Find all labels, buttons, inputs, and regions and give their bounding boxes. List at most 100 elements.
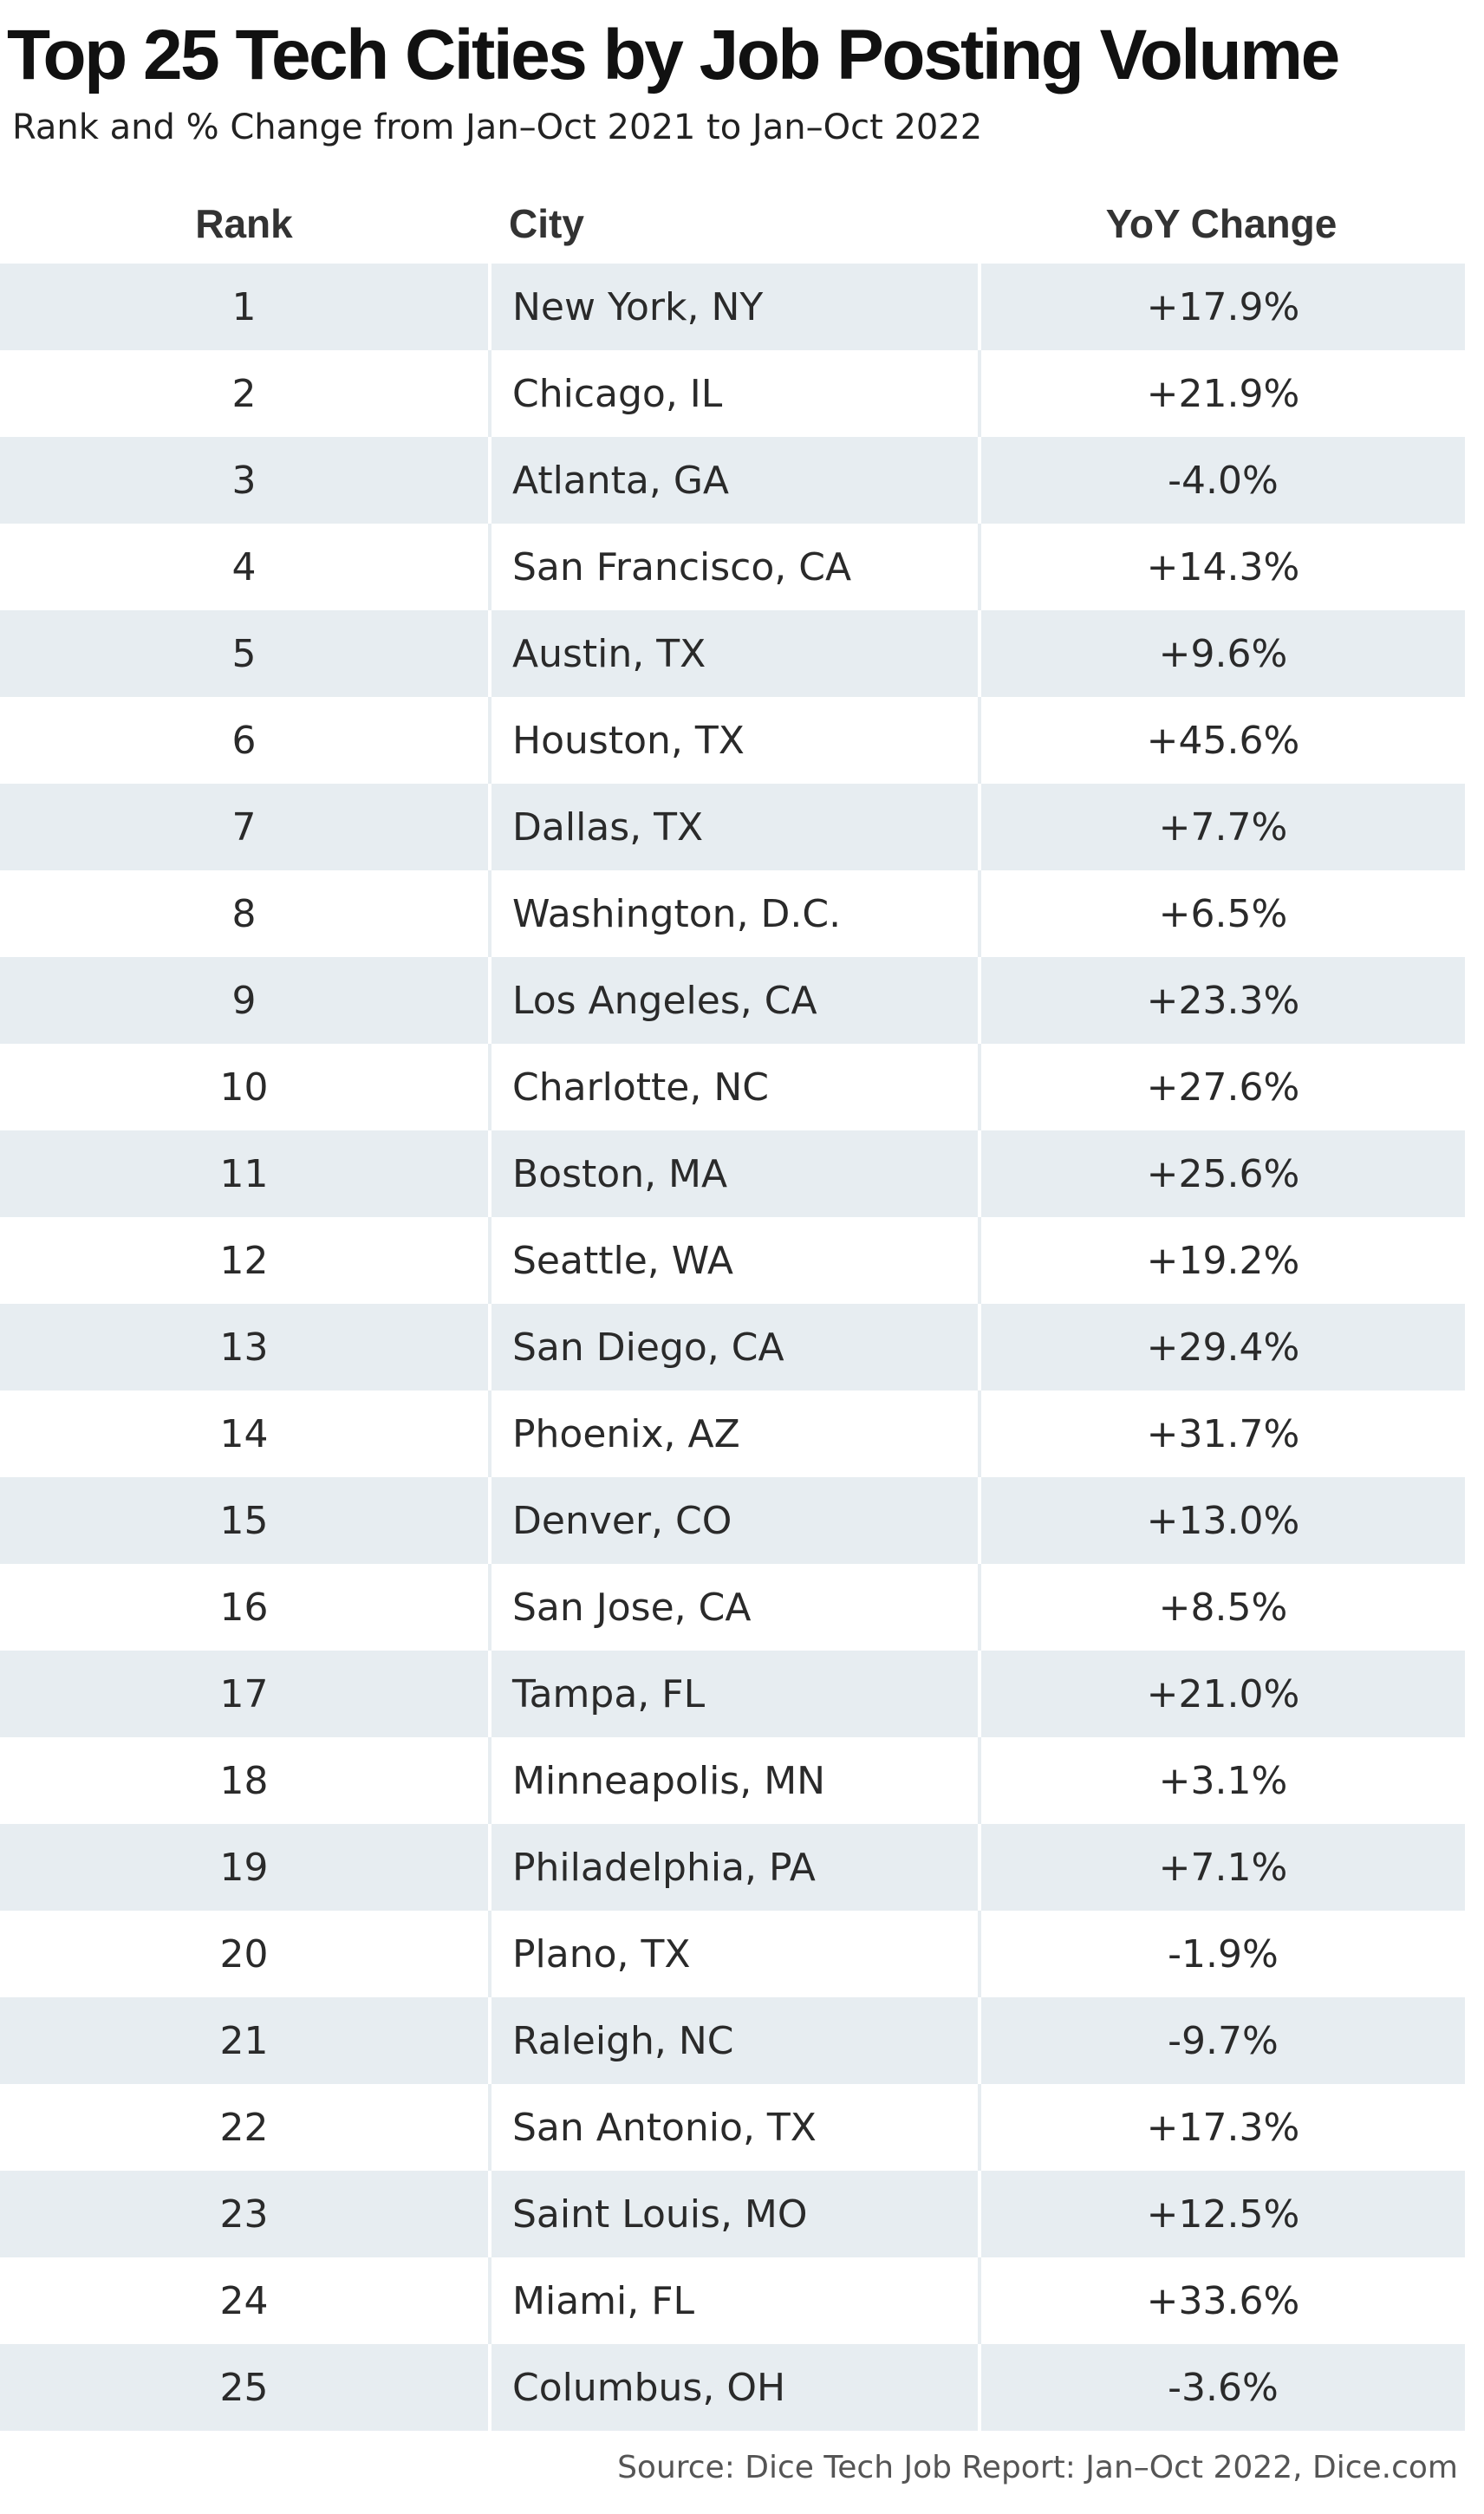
yoy-change-cell: +45.6%	[978, 697, 1465, 784]
city-cell: Atlanta, GA	[488, 437, 978, 524]
table-row: 8 Washington, D.C. +6.5%	[0, 870, 1465, 957]
city-cell: Washington, D.C.	[488, 870, 978, 957]
table-row: 19 Philadelphia, PA +7.1%	[0, 1824, 1465, 1911]
city-cell: Chicago, IL	[488, 350, 978, 437]
city-cell: Austin, TX	[488, 610, 978, 697]
rank-cell: 12	[219, 1238, 269, 1283]
yoy-change-cell: +31.7%	[978, 1391, 1465, 1477]
yoy-change-cell: +19.2%	[978, 1217, 1465, 1304]
rank-cell: 21	[219, 2018, 269, 2063]
yoy-change-cell: +6.5%	[978, 870, 1465, 957]
table-row: 10 Charlotte, NC +27.6%	[0, 1044, 1465, 1130]
rank-cell: 14	[219, 1411, 269, 1456]
table-row: 17 Tampa, FL +21.0%	[0, 1651, 1465, 1737]
city-cell: Plano, TX	[488, 1911, 978, 1997]
table-row: 20 Plano, TX -1.9%	[0, 1911, 1465, 1997]
yoy-change-cell: +21.0%	[978, 1651, 1465, 1737]
rank-cell: 1	[231, 284, 257, 329]
table-row: 14 Phoenix, AZ +31.7%	[0, 1391, 1465, 1477]
table-row: 23 Saint Louis, MO +12.5%	[0, 2171, 1465, 2257]
table-row: 11 Boston, MA +25.6%	[0, 1130, 1465, 1217]
table-row: 15 Denver, CO +13.0%	[0, 1477, 1465, 1564]
yoy-change-cell: +12.5%	[978, 2171, 1465, 2257]
city-cell: Dallas, TX	[488, 784, 978, 870]
rank-cell: 5	[231, 631, 257, 676]
rank-cell: 9	[231, 978, 257, 1023]
rank-cell: 22	[219, 2105, 269, 2150]
yoy-change-cell: +8.5%	[978, 1564, 1465, 1651]
table-header-row: Rank City YoY Change	[0, 184, 1465, 264]
rank-cell: 23	[219, 2192, 269, 2237]
rank-cell: 2	[231, 371, 257, 416]
table-row: 6 Houston, TX +45.6%	[0, 697, 1465, 784]
city-cell: San Diego, CA	[488, 1304, 978, 1391]
city-cell: San Jose, CA	[488, 1564, 978, 1651]
rank-cell: 10	[219, 1065, 269, 1110]
yoy-change-cell: +27.6%	[978, 1044, 1465, 1130]
data-table: Rank City YoY Change 1 New York, NY +17.9%…	[0, 184, 1465, 2431]
rank-cell: 20	[219, 1931, 269, 1977]
source-note: Source: Dice Tech Job Report: Jan–Oct 20…	[617, 2450, 1458, 2485]
city-cell: San Francisco, CA	[488, 524, 978, 610]
rank-cell: 11	[219, 1151, 269, 1196]
table-row: 16 San Jose, CA +8.5%	[0, 1564, 1465, 1651]
yoy-change-cell: +14.3%	[978, 524, 1465, 610]
city-cell: Houston, TX	[488, 697, 978, 784]
yoy-change-cell: +3.1%	[978, 1737, 1465, 1824]
yoy-change-cell: +29.4%	[978, 1304, 1465, 1391]
table-row: 25 Columbus, OH -3.6%	[0, 2344, 1465, 2431]
city-cell: Los Angeles, CA	[488, 957, 978, 1044]
yoy-change-cell: +21.9%	[978, 350, 1465, 437]
rank-cell: 8	[231, 891, 257, 936]
table-row: 21 Raleigh, NC -9.7%	[0, 1997, 1465, 2084]
city-cell: Phoenix, AZ	[488, 1391, 978, 1477]
rank-cell: 3	[231, 458, 257, 503]
rank-cell: 19	[219, 1845, 269, 1890]
chart-subtitle: Rank and % Change from Jan–Oct 2021 to J…	[12, 107, 983, 147]
chart-title: Top 25 Tech Cities by Job Posting Volume	[7, 16, 1340, 94]
yoy-change-cell: +7.7%	[978, 784, 1465, 870]
yoy-change-cell: +13.0%	[978, 1477, 1465, 1564]
city-cell: Charlotte, NC	[488, 1044, 978, 1130]
city-cell: Philadelphia, PA	[488, 1824, 978, 1911]
rank-cell: 13	[219, 1325, 269, 1370]
yoy-change-cell: +33.6%	[978, 2257, 1465, 2344]
table-row: 2 Chicago, IL +21.9%	[0, 350, 1465, 437]
column-header-yoy-change: YoY Change	[1105, 201, 1338, 246]
yoy-change-cell: +17.9%	[978, 264, 1465, 350]
rank-cell: 24	[219, 2278, 269, 2323]
table-row: 5 Austin, TX +9.6%	[0, 610, 1465, 697]
yoy-change-cell: -9.7%	[978, 1997, 1465, 2084]
table-row: 9 Los Angeles, CA +23.3%	[0, 957, 1465, 1044]
rank-cell: 7	[231, 804, 257, 850]
city-cell: Denver, CO	[488, 1477, 978, 1564]
city-cell: San Antonio, TX	[488, 2084, 978, 2171]
rank-cell: 15	[219, 1498, 269, 1543]
column-header-city: City	[509, 201, 584, 246]
yoy-change-cell: -4.0%	[978, 437, 1465, 524]
table-row: 12 Seattle, WA +19.2%	[0, 1217, 1465, 1304]
table-row: 18 Minneapolis, MN +3.1%	[0, 1737, 1465, 1824]
rank-cell: 6	[231, 718, 257, 763]
city-cell: Minneapolis, MN	[488, 1737, 978, 1824]
yoy-change-cell: -3.6%	[978, 2344, 1465, 2431]
yoy-change-cell: +23.3%	[978, 957, 1465, 1044]
yoy-change-cell: +25.6%	[978, 1130, 1465, 1217]
city-cell: New York, NY	[488, 264, 978, 350]
table-row: 24 Miami, FL +33.6%	[0, 2257, 1465, 2344]
yoy-change-cell: +7.1%	[978, 1824, 1465, 1911]
rank-cell: 18	[219, 1758, 269, 1803]
table-row: 4 San Francisco, CA +14.3%	[0, 524, 1465, 610]
table-row: 3 Atlanta, GA -4.0%	[0, 437, 1465, 524]
table-body: 1 New York, NY +17.9% 2 Chicago, IL +21.9% 3 At…	[0, 264, 1465, 2431]
yoy-change-cell: -1.9%	[978, 1911, 1465, 1997]
city-cell: Saint Louis, MO	[488, 2171, 978, 2257]
column-header-rank: Rank	[195, 201, 293, 246]
city-cell: Columbus, OH	[488, 2344, 978, 2431]
yoy-change-cell: +9.6%	[978, 610, 1465, 697]
city-cell: Tampa, FL	[488, 1651, 978, 1737]
table-row: 22 San Antonio, TX +17.3%	[0, 2084, 1465, 2171]
rank-cell: 4	[231, 544, 257, 589]
city-cell: Seattle, WA	[488, 1217, 978, 1304]
city-cell: Boston, MA	[488, 1130, 978, 1217]
